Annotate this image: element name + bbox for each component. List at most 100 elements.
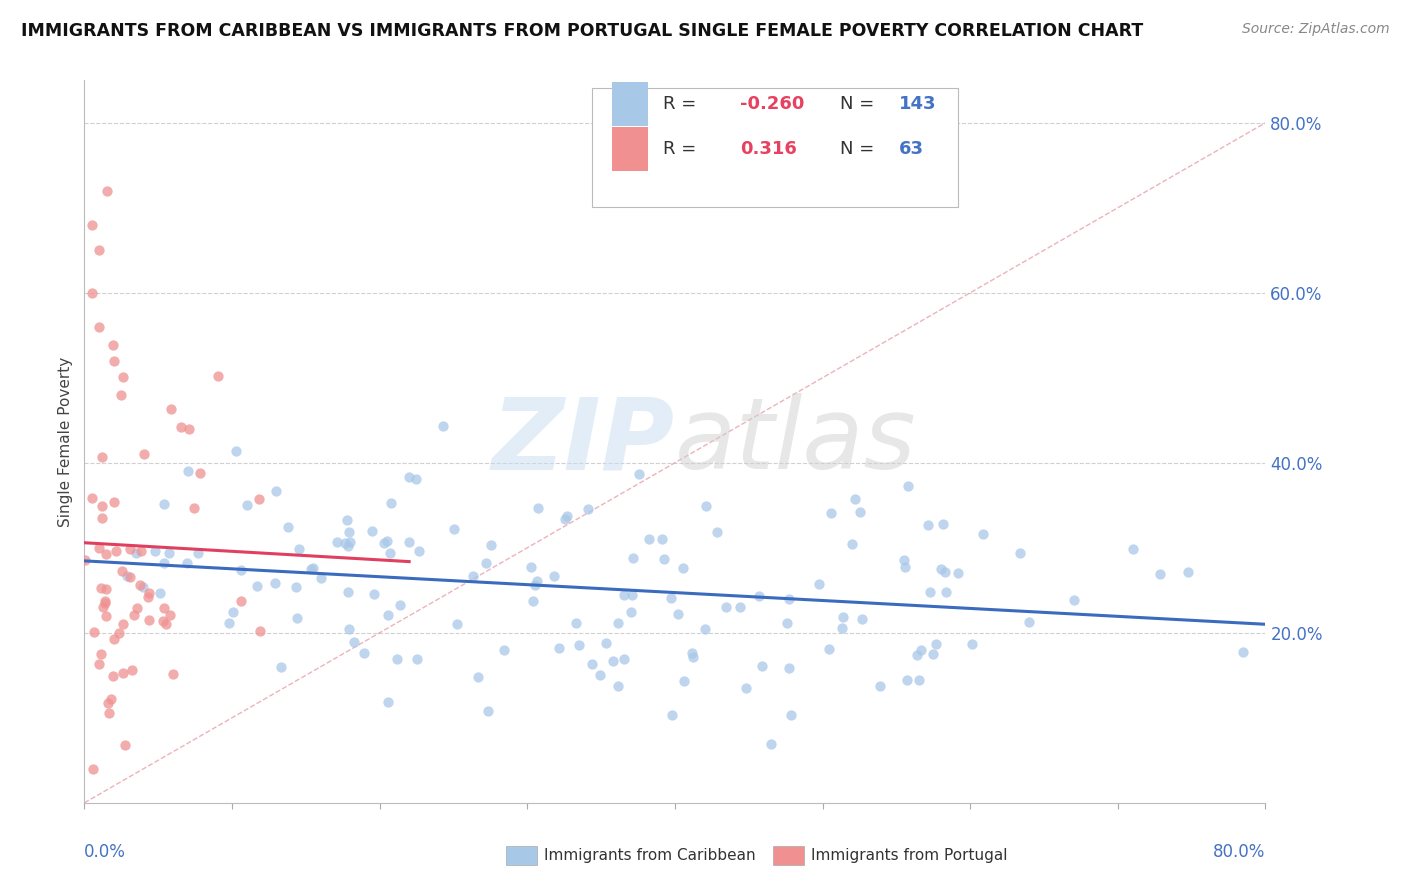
Point: [554, 512, 576, 526]
Point: [336, 585, 359, 599]
Point: [706, 525, 728, 540]
Point: [112, 370, 135, 384]
Point: [110, 388, 132, 402]
Point: [115, 568, 138, 582]
Text: 143: 143: [900, 95, 936, 113]
Point: [96, 582, 118, 597]
Text: -0.260: -0.260: [740, 95, 804, 113]
Point: [104, 544, 127, 558]
Point: [808, 576, 831, 591]
Point: [894, 559, 917, 574]
Point: [613, 652, 636, 666]
Point: [613, 588, 636, 602]
Point: [152, 614, 174, 628]
Point: [652, 551, 675, 566]
Point: [388, 598, 411, 612]
Point: [908, 673, 931, 687]
Point: [277, 520, 299, 534]
Point: [132, 580, 155, 594]
Point: [285, 580, 308, 594]
Point: [588, 667, 610, 681]
Point: [918, 584, 941, 599]
Point: [934, 585, 956, 599]
Point: [896, 673, 918, 687]
Point: [659, 591, 682, 605]
Point: [264, 575, 287, 590]
Point: [820, 506, 842, 520]
Point: [246, 579, 269, 593]
Point: [96, 184, 118, 198]
Point: [153, 556, 176, 570]
Point: [249, 624, 271, 639]
Point: [446, 616, 468, 631]
Point: [378, 546, 401, 560]
Text: IMMIGRANTS FROM CARIBBEAN VS IMMIGRANTS FROM PORTUGAL SINGLE FEMALE POVERTY CORR: IMMIGRANTS FROM CARIBBEAN VS IMMIGRANTS …: [21, 22, 1143, 40]
FancyBboxPatch shape: [592, 87, 959, 207]
Point: [817, 641, 839, 656]
Point: [73, 553, 96, 567]
Point: [361, 524, 384, 539]
Point: [672, 674, 695, 689]
Point: [90, 647, 112, 661]
Point: [103, 338, 125, 352]
Text: Source: ZipAtlas.com: Source: ZipAtlas.com: [1241, 22, 1389, 37]
Point: [82, 762, 104, 776]
Point: [87, 244, 111, 258]
Point: [222, 605, 245, 619]
Point: [170, 420, 193, 434]
Point: [638, 532, 661, 546]
Point: [1177, 566, 1199, 580]
Y-axis label: Single Female Poverty: Single Female Poverty: [58, 357, 73, 526]
Point: [602, 654, 624, 668]
Point: [581, 657, 603, 672]
Text: 63: 63: [900, 140, 924, 158]
Point: [98, 706, 121, 721]
Point: [905, 648, 928, 663]
Point: [759, 737, 782, 751]
Text: 0.0%: 0.0%: [84, 843, 127, 861]
Point: [131, 543, 153, 558]
Point: [606, 679, 628, 693]
Point: [492, 643, 515, 657]
Point: [309, 571, 332, 585]
Point: [661, 708, 683, 723]
Point: [337, 525, 360, 540]
Point: [693, 622, 716, 636]
Point: [479, 538, 502, 552]
Point: [103, 632, 125, 646]
Point: [695, 499, 717, 513]
Point: [132, 446, 155, 460]
Text: N =: N =: [841, 140, 875, 158]
Point: [477, 705, 499, 719]
Point: [363, 587, 385, 601]
Point: [337, 622, 360, 636]
Point: [621, 588, 644, 602]
Point: [375, 534, 398, 549]
Point: [443, 522, 465, 536]
Point: [432, 418, 454, 433]
Point: [408, 543, 430, 558]
Point: [145, 543, 167, 558]
Point: [94, 547, 117, 561]
Point: [841, 537, 863, 551]
Point: [122, 608, 145, 623]
Point: [94, 594, 117, 608]
Point: [91, 510, 114, 524]
Text: Immigrants from Portugal: Immigrants from Portugal: [811, 848, 1008, 863]
Text: ZIP: ZIP: [492, 393, 675, 490]
Point: [467, 670, 489, 684]
Point: [621, 550, 644, 565]
Point: [620, 606, 643, 620]
Point: [565, 616, 588, 631]
Point: [87, 541, 110, 555]
Point: [934, 566, 956, 580]
Point: [925, 637, 948, 651]
Point: [162, 666, 184, 681]
Point: [353, 647, 375, 661]
Point: [108, 626, 131, 640]
Point: [111, 665, 134, 680]
Point: [129, 578, 152, 592]
Point: [1063, 593, 1085, 607]
Point: [91, 500, 114, 514]
Point: [893, 553, 915, 567]
